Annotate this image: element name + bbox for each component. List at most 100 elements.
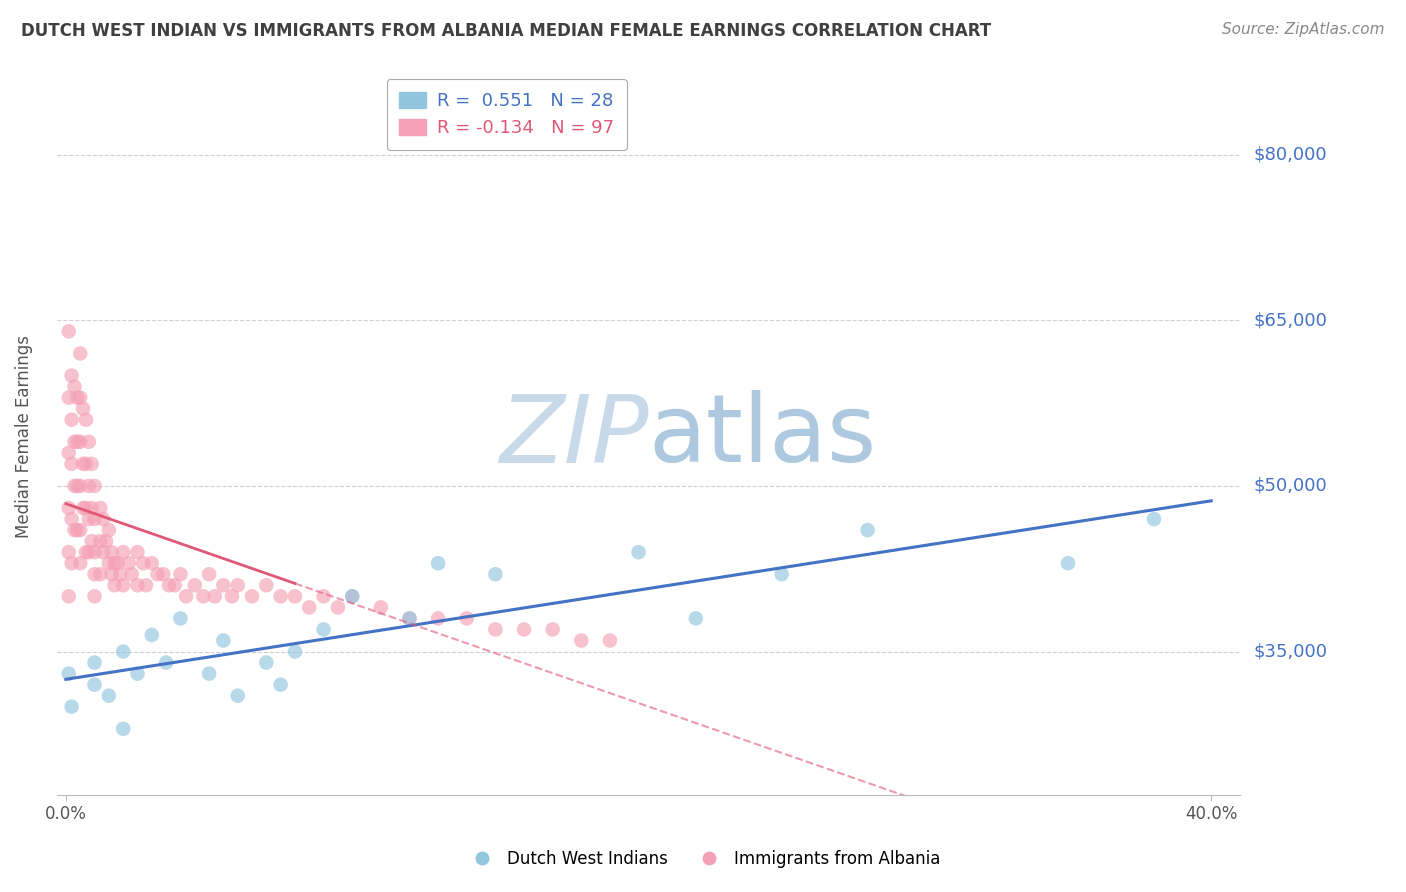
Point <box>58 590 80 604</box>
Point <box>89 534 111 549</box>
Point <box>284 644 307 658</box>
Point <box>398 611 420 625</box>
Point <box>103 578 125 592</box>
Point <box>152 567 174 582</box>
Point <box>342 590 364 604</box>
Point <box>132 556 155 570</box>
Point <box>97 689 120 703</box>
Point <box>110 567 132 582</box>
Point <box>66 391 89 405</box>
Point <box>58 324 80 338</box>
Point <box>298 600 321 615</box>
Point <box>370 600 392 615</box>
Point <box>270 678 292 692</box>
Point <box>83 479 105 493</box>
Point <box>80 534 103 549</box>
Point <box>141 556 163 570</box>
Point <box>100 567 122 582</box>
Point <box>80 457 103 471</box>
Text: $80,000: $80,000 <box>1254 145 1327 164</box>
Text: ZIP: ZIP <box>499 391 648 482</box>
Point <box>66 434 89 449</box>
Point <box>60 699 83 714</box>
Point <box>58 501 80 516</box>
Point <box>83 545 105 559</box>
Point <box>1057 556 1080 570</box>
Text: $65,000: $65,000 <box>1254 311 1327 329</box>
Point <box>326 600 349 615</box>
Point <box>94 534 117 549</box>
Text: $50,000: $50,000 <box>1254 477 1327 495</box>
Point <box>1143 512 1166 526</box>
Point <box>75 457 97 471</box>
Point <box>58 666 80 681</box>
Point <box>240 590 263 604</box>
Point <box>58 446 80 460</box>
Point <box>107 556 129 570</box>
Point <box>77 479 100 493</box>
Point <box>135 578 157 592</box>
Point <box>112 578 135 592</box>
Point <box>83 590 105 604</box>
Point <box>103 556 125 570</box>
Point <box>60 556 83 570</box>
Point <box>184 578 207 592</box>
Point <box>146 567 169 582</box>
Point <box>75 501 97 516</box>
Point <box>60 413 83 427</box>
Point <box>83 567 105 582</box>
Point <box>484 567 506 582</box>
Text: atlas: atlas <box>648 391 877 483</box>
Text: Source: ZipAtlas.com: Source: ZipAtlas.com <box>1222 22 1385 37</box>
Point <box>127 545 149 559</box>
Legend: Dutch West Indians, Immigrants from Albania: Dutch West Indians, Immigrants from Alba… <box>458 844 948 875</box>
Point <box>226 578 249 592</box>
Point <box>254 578 277 592</box>
Point <box>72 501 94 516</box>
Point <box>63 523 86 537</box>
Point <box>91 512 114 526</box>
Text: DUTCH WEST INDIAN VS IMMIGRANTS FROM ALBANIA MEDIAN FEMALE EARNINGS CORRELATION : DUTCH WEST INDIAN VS IMMIGRANTS FROM ALB… <box>21 22 991 40</box>
Point <box>169 567 191 582</box>
Point <box>89 567 111 582</box>
Point <box>569 633 592 648</box>
Point <box>63 479 86 493</box>
Point <box>100 545 122 559</box>
Point <box>157 578 180 592</box>
Point <box>193 590 215 604</box>
Point <box>284 590 307 604</box>
Point <box>212 578 235 592</box>
Point <box>72 457 94 471</box>
Point <box>198 567 221 582</box>
Point <box>80 501 103 516</box>
Point <box>60 368 83 383</box>
Point <box>127 578 149 592</box>
Point <box>63 434 86 449</box>
Point <box>221 590 243 604</box>
Point <box>204 590 226 604</box>
Point <box>513 623 536 637</box>
Point <box>60 512 83 526</box>
Point <box>174 590 197 604</box>
Point <box>66 479 89 493</box>
Point <box>112 644 135 658</box>
Legend: R =  0.551   N = 28, R = -0.134   N = 97: R = 0.551 N = 28, R = -0.134 N = 97 <box>387 79 627 150</box>
Point <box>127 666 149 681</box>
Point <box>66 523 89 537</box>
Point <box>541 623 564 637</box>
Point <box>69 479 91 493</box>
Point <box>58 391 80 405</box>
Point <box>212 633 235 648</box>
Point <box>69 556 91 570</box>
Point <box>398 611 420 625</box>
Point <box>77 545 100 559</box>
Point <box>83 678 105 692</box>
Point <box>254 656 277 670</box>
Point <box>83 512 105 526</box>
Point <box>72 401 94 416</box>
Point <box>121 567 143 582</box>
Point <box>69 391 91 405</box>
Point <box>627 545 650 559</box>
Point <box>60 457 83 471</box>
Point <box>63 379 86 393</box>
